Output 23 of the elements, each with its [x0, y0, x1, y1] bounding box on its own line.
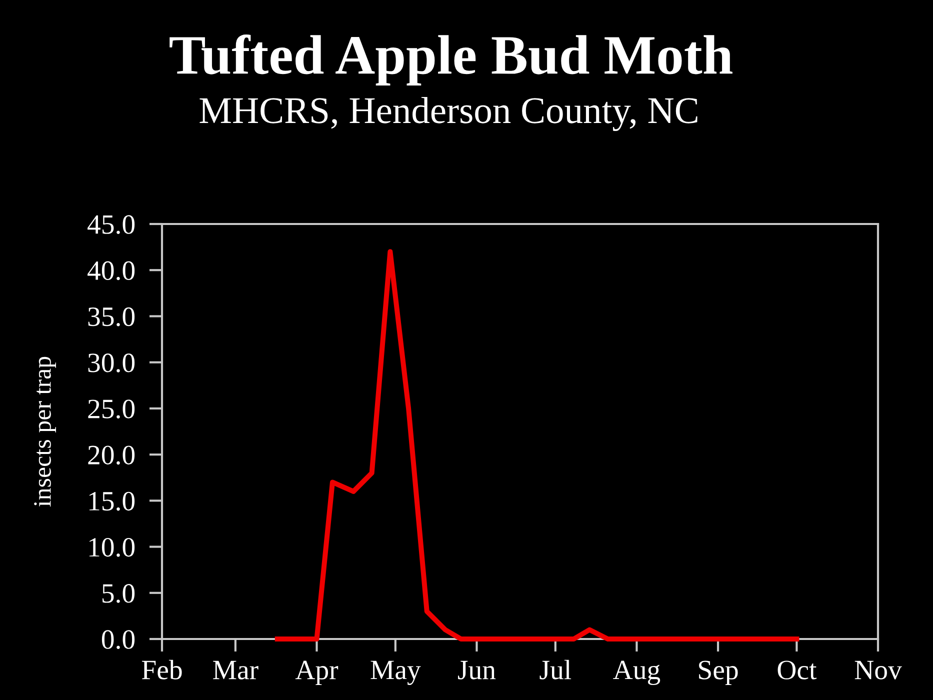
- x-tick-label: Nov: [854, 660, 902, 680]
- y-tick-label: 35.0: [88, 307, 135, 326]
- x-tick-label: Jun: [458, 660, 496, 680]
- x-tick-label: Mar: [213, 660, 258, 680]
- x-tick-label: May: [370, 660, 421, 686]
- y-tick-label: 30.0: [88, 354, 135, 372]
- x-tick-label: Jul: [540, 660, 572, 680]
- y-tick-label: 45.0: [88, 215, 135, 234]
- y-tick-label: 25.0: [88, 400, 135, 418]
- x-tick-label: Apr: [295, 660, 338, 686]
- y-tick-label: 40.0: [88, 261, 135, 280]
- x-tick-label: Aug: [613, 660, 660, 686]
- y-tick-label: 10.0: [89, 538, 135, 557]
- y-tick-label: 5.0: [102, 584, 135, 603]
- y-tick-label: 15.0: [89, 492, 135, 511]
- x-tick-label: Feb: [142, 660, 182, 680]
- chart-subtitle: MHCRS, Henderson County, NC: [200, 96, 698, 132]
- y-axis-title: insects per trap: [34, 356, 56, 507]
- y-tick-label: 0.0: [102, 630, 135, 650]
- y-tick-label: 20.0: [88, 446, 135, 465]
- chart-title: Tufted Apple Bud Moth: [170, 34, 732, 86]
- x-tick-label: Oct: [778, 660, 817, 680]
- x-tick-label: Sep: [699, 660, 738, 686]
